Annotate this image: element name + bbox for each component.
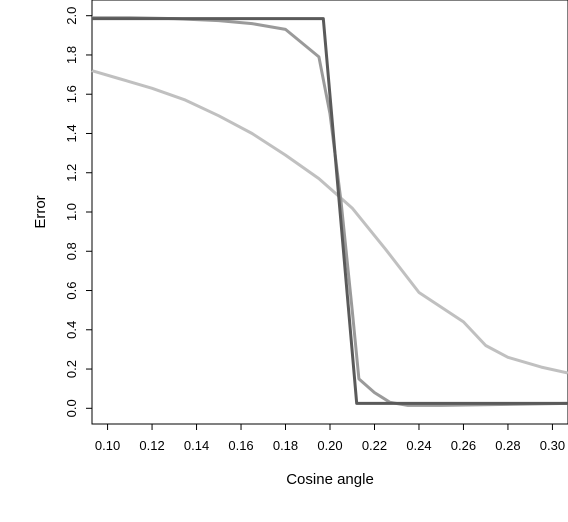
y-tick-label: 1.6 [64,85,79,103]
y-tick-label: 0.4 [64,321,79,339]
plot-lines [91,16,568,407]
x-tick-label: 0.24 [406,438,431,453]
y-tick-label: 0.6 [64,281,79,299]
y-tick-label: 0.0 [64,399,79,417]
x-tick-label: 0.26 [451,438,476,453]
x-axis-label: Cosine angle [286,471,374,488]
x-tick-label: 0.28 [495,438,520,453]
x-tick-label: 0.18 [273,438,298,453]
x-tick-label: 0.16 [228,438,253,453]
y-tick-label: 0.8 [64,242,79,260]
x-tick-label: 0.14 [184,438,209,453]
x-tick-label: 0.20 [317,438,342,453]
x-tick-label: 0.30 [540,438,565,453]
y-tick-label: 1.8 [64,46,79,64]
y-tick-label: 1.0 [64,203,79,221]
plot-frame [91,0,568,425]
x-tick-label: 0.12 [139,438,164,453]
y-tick-label: 2.0 [64,7,79,25]
y-tick-label: 1.2 [64,164,79,182]
series-line-3 [92,17,568,405]
x-axis: 0.10 0.12 0.14 0.16 0.18 0.20 0.22 0.24 0.26 0.28… [95,424,565,453]
y-tick-label: 1.4 [64,124,79,142]
y-tick-label: 0.2 [64,360,79,378]
y-axis-label: Error [32,195,49,228]
x-tick-label: 0.22 [362,438,387,453]
y-axis: 0.0 0.2 0.4 0.6 0.8 1.0 1.2 1.4 1.6 1.8 2.0 [64,7,92,417]
series-line-2 [92,16,568,407]
x-tick-label: 0.10 [95,438,120,453]
